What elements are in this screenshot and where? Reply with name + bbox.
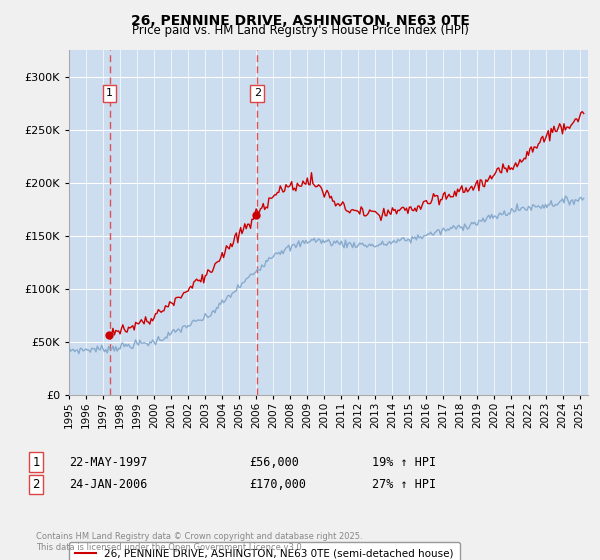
Text: 26, PENNINE DRIVE, ASHINGTON, NE63 0TE: 26, PENNINE DRIVE, ASHINGTON, NE63 0TE xyxy=(131,14,469,28)
Text: 1: 1 xyxy=(106,88,113,99)
Text: £56,000: £56,000 xyxy=(249,455,299,469)
Text: Contains HM Land Registry data © Crown copyright and database right 2025.
This d: Contains HM Land Registry data © Crown c… xyxy=(36,532,362,552)
Text: 22-MAY-1997: 22-MAY-1997 xyxy=(69,455,148,469)
Text: 19% ↑ HPI: 19% ↑ HPI xyxy=(372,455,436,469)
Text: £170,000: £170,000 xyxy=(249,478,306,491)
Legend: 26, PENNINE DRIVE, ASHINGTON, NE63 0TE (semi-detached house), HPI: Average price: 26, PENNINE DRIVE, ASHINGTON, NE63 0TE (… xyxy=(69,542,460,560)
Text: Price paid vs. HM Land Registry's House Price Index (HPI): Price paid vs. HM Land Registry's House … xyxy=(131,24,469,37)
Text: 24-JAN-2006: 24-JAN-2006 xyxy=(69,478,148,491)
Text: 27% ↑ HPI: 27% ↑ HPI xyxy=(372,478,436,491)
Text: 2: 2 xyxy=(254,88,261,99)
Text: 1: 1 xyxy=(32,455,40,469)
Text: 2: 2 xyxy=(32,478,40,491)
